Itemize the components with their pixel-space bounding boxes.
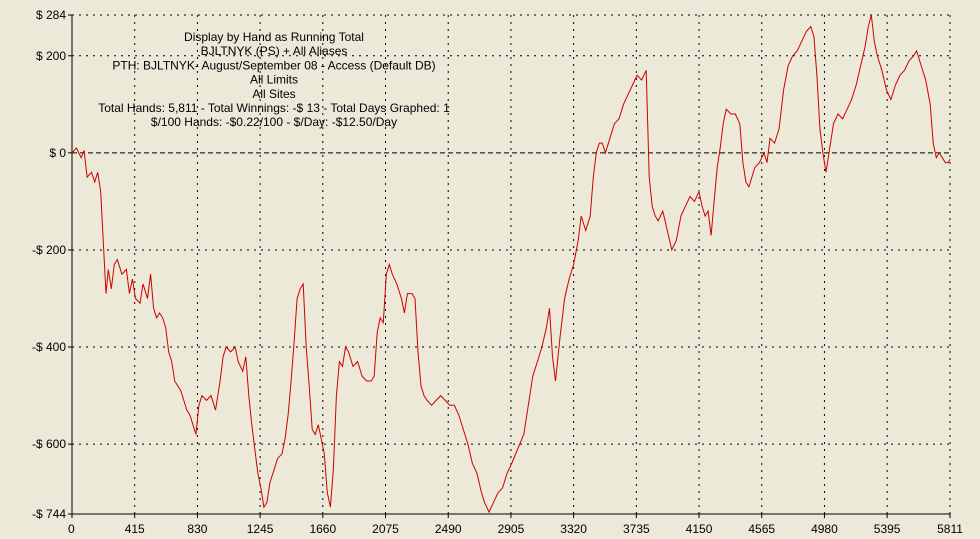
- y-tick-label: -$ 400: [32, 340, 66, 354]
- y-tick-labels: $ 284 $ 200 $ 0 -$ 200 -$ 400 -$ 600 -$ 744: [32, 8, 66, 521]
- info-line-6: Total Hands: 5,811 - Total Winnings: -$ …: [98, 101, 450, 115]
- info-line-5: All Sites: [252, 87, 295, 101]
- x-tick-label: 415: [125, 522, 145, 536]
- running-total-line: [71, 14, 951, 514]
- x-tick-label: 3320: [560, 522, 587, 536]
- y-tick-label: $ 200: [36, 49, 66, 63]
- info-line-7: $/100 Hands: -$0.22/100 - $/Day: -$12.50…: [151, 115, 397, 129]
- series-lines: [71, 14, 951, 514]
- x-tick-label: 1245: [247, 522, 274, 536]
- x-tick-label: 2905: [498, 522, 525, 536]
- x-tick-label: 0: [68, 522, 75, 536]
- x-tick-label: 1660: [309, 522, 336, 536]
- axes: [68, 14, 951, 518]
- x-tick-label: 3735: [623, 522, 650, 536]
- y-tick-label: $ 284: [36, 8, 66, 22]
- x-tick-label: 4980: [811, 522, 838, 536]
- x-tick-label: 830: [187, 522, 207, 536]
- x-tick-labels: 0 415 830 1245 1660 2075 2490 2905 3320 3735 4150 4…: [68, 522, 963, 536]
- info-line-2: BJLTNYK (PS) + All Aliases: [201, 44, 348, 58]
- x-tick-label: 2490: [435, 522, 462, 536]
- y-tick-label: -$ 600: [32, 437, 66, 451]
- x-tick-label: 5395: [874, 522, 901, 536]
- chart-info-block: Display by Hand as Running TotalBJLTNYK …: [98, 30, 450, 129]
- y-tick-label: -$ 744: [32, 507, 66, 521]
- y-tick-label: -$ 200: [32, 243, 66, 257]
- y-tick-label: $ 0: [49, 146, 66, 160]
- info-line-4: All Limits: [250, 73, 298, 87]
- x-tick-label: 4150: [686, 522, 713, 536]
- info-line-3: PTH: BJLTNYK- August/September 08 - Acce…: [112, 58, 435, 72]
- x-tick-label: 5811: [937, 522, 963, 536]
- grid-lines: [72, 14, 951, 515]
- info-line-1: Display by Hand as Running Total: [184, 30, 364, 44]
- x-tick-label: 4565: [748, 522, 775, 536]
- x-tick-label: 2075: [372, 522, 399, 536]
